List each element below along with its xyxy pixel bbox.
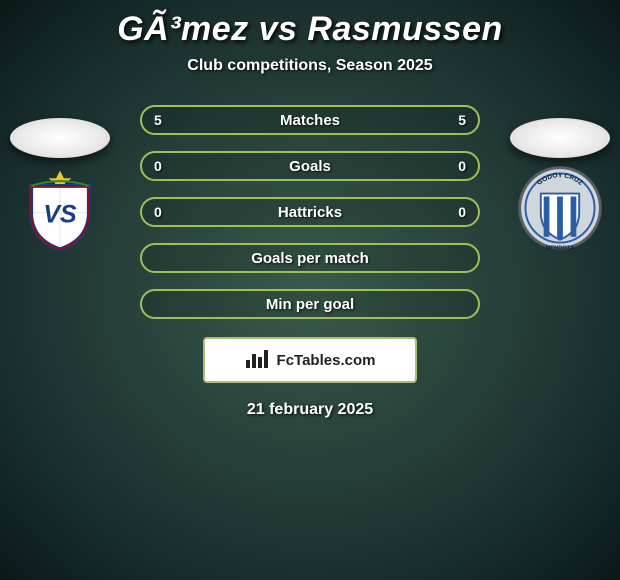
svg-text:MENDOZA: MENDOZA [545,245,574,251]
stat-label: Goals [289,158,331,175]
stat-label: Goals per match [251,250,369,267]
stat-row: Goals per match [140,243,480,273]
stat-label: Hattricks [278,204,342,221]
left-player-avatar [10,118,110,158]
stat-left-value: 0 [142,153,174,179]
stat-right-value: 0 [446,199,478,225]
stat-row: Matches 5 5 [140,105,480,135]
bar-chart-icon [245,348,271,372]
right-player-slot: GODOY CRUZ MENDOZA [505,118,615,252]
attribution-text: FcTables.com [277,352,376,369]
stats-list: Matches 5 5 Goals 0 0 Hattricks 0 0 Goals per mat… [140,105,480,319]
stat-label: Min per goal [266,296,354,313]
svg-text:VS: VS [43,200,77,228]
page-title: GÃ³mez vs Rasmussen [117,10,503,49]
stat-label: Matches [280,112,340,129]
left-club-badge: VS [12,164,108,252]
stat-row: Goals 0 0 [140,151,480,181]
stat-left-value: 0 [142,199,174,225]
stat-left-value: 5 [142,107,174,133]
attribution-badge[interactable]: FcTables.com [203,337,417,383]
match-date: 21 february 2025 [247,401,373,419]
right-club-badge: GODOY CRUZ MENDOZA [512,164,608,252]
stat-row: Hattricks 0 0 [140,197,480,227]
stat-right-value: 0 [446,153,478,179]
stat-right-value: 5 [446,107,478,133]
subtitle: Club competitions, Season 2025 [187,57,432,75]
stat-row: Min per goal [140,289,480,319]
right-player-avatar [510,118,610,158]
left-player-slot: VS [5,118,115,252]
